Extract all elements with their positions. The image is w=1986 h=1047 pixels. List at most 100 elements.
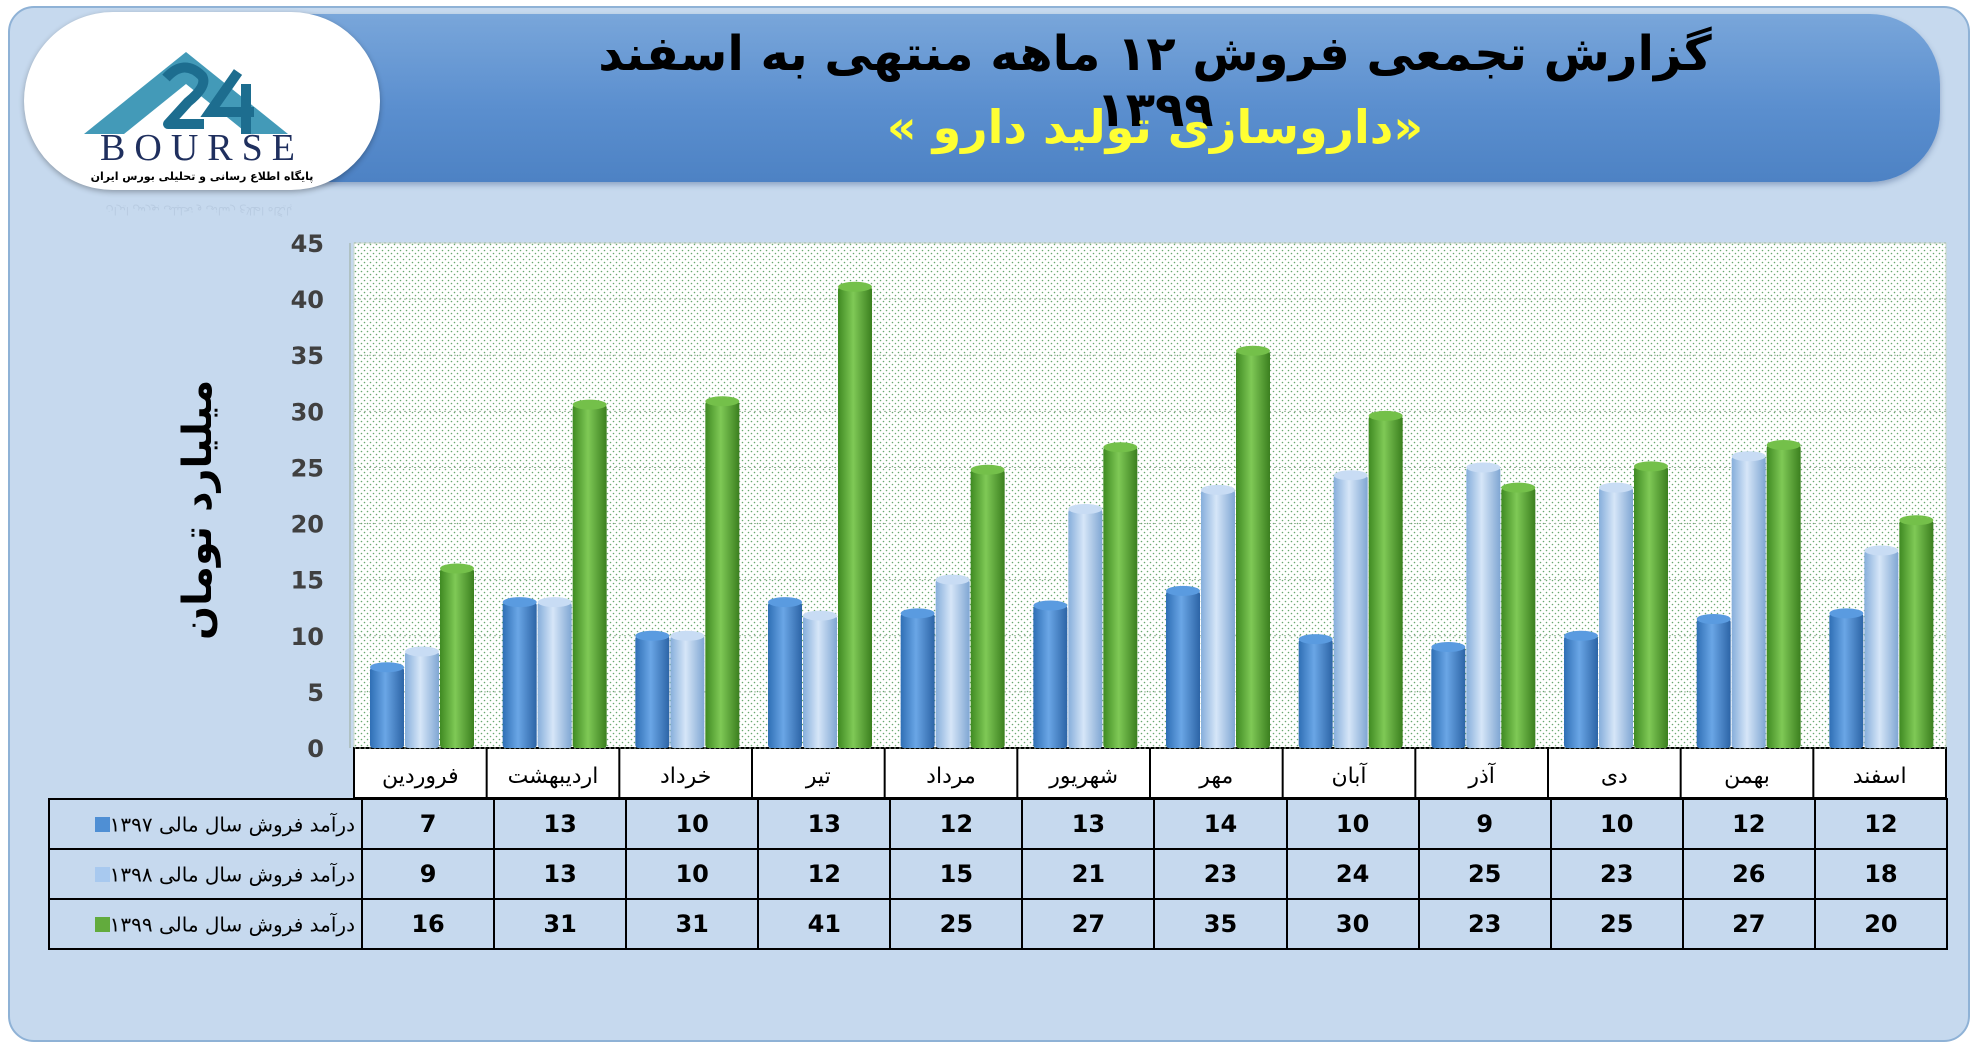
table-cell: 13: [1021, 798, 1156, 850]
series-name: درآمد فروش سال مالی ۱۳۹۹: [109, 912, 355, 937]
x-tick-label: مرداد: [926, 764, 976, 789]
bar: [803, 615, 837, 748]
series-legend-cell: درآمد فروش سال مالی ۱۳۹۹: [48, 898, 363, 950]
x-tick-label: بهمن: [1724, 764, 1770, 789]
x-tick-label: خرداد: [660, 764, 711, 789]
table-cell: 30: [1285, 898, 1420, 950]
bar-cap: [1201, 484, 1235, 495]
table-cell: 12: [1681, 798, 1816, 850]
bar-cap: [502, 597, 537, 608]
bar-cap: [1599, 482, 1633, 493]
bar-cap: [838, 281, 872, 292]
table-cell: 18: [1813, 848, 1949, 900]
bar: [1033, 605, 1068, 748]
bar-cap: [1864, 545, 1899, 556]
y-tick-label: 40: [291, 286, 324, 314]
y-tick-label: 0: [307, 735, 324, 763]
bar: [1466, 467, 1501, 748]
table-cell: 41: [757, 898, 892, 950]
chart-subtitle: «داروسازی تولید دارو »: [886, 100, 1424, 154]
table-cell: 23: [1153, 848, 1288, 900]
series-legend-cell: درآمد فروش سال مالی ۱۳۹۷: [48, 798, 363, 850]
chart-title: گزارش تجمعی فروش ۱۲ ماهه منتهی به اسفند …: [598, 26, 1712, 138]
bar: [935, 579, 970, 748]
bar: [1333, 475, 1368, 748]
bar: [405, 651, 439, 748]
bar: [1068, 508, 1103, 748]
bar: [440, 568, 474, 748]
bar-cap: [670, 630, 705, 641]
table-cell: 12: [889, 798, 1024, 850]
y-tick-label: 30: [291, 398, 324, 426]
series-name: درآمد فروش سال مالی ۱۳۹۸: [109, 862, 355, 887]
bar-cap: [1899, 515, 1934, 526]
bar-cap: [970, 464, 1005, 475]
bar-cap: [1236, 345, 1270, 356]
bar-cap: [1696, 613, 1731, 624]
bar-cap: [1333, 470, 1368, 481]
y-tick-label: 5: [307, 679, 324, 707]
table-cell: 10: [625, 848, 760, 900]
x-tick-label: دی: [1601, 764, 1628, 789]
y-tick-label: 20: [291, 511, 324, 539]
table-cell: 25: [889, 898, 1024, 950]
bar: [900, 613, 935, 748]
bar-cap: [935, 574, 970, 585]
bar: [838, 286, 872, 748]
bourse24-logo: BOURSE پایگاه اطلاع رسانی و تحلیلی بورس …: [24, 12, 380, 190]
table-row: درآمد فروش سال مالی ۱۳۹۸ 9 13 10 12 15 21 23 24 2…: [48, 848, 1949, 900]
bar-cap: [440, 563, 474, 574]
x-tick-label: آذر: [1467, 762, 1495, 789]
table-cell: 21: [1021, 848, 1156, 900]
y-axis-ticks: 0 5 10 15 20 25 30 35 40 45: [291, 230, 351, 763]
bar: [1368, 415, 1403, 748]
bar: [502, 602, 537, 748]
table-cell: 12: [757, 848, 892, 900]
bar: [1201, 489, 1235, 748]
bar-cap: [1634, 461, 1668, 472]
bar-cap: [705, 396, 740, 407]
table-row: درآمد فروش سال مالی ۱۳۹۷ 7 13 10 13 12 13 14 10 9…: [48, 798, 1949, 850]
y-tick-label: 15: [291, 567, 324, 595]
bar: [1696, 618, 1731, 748]
table-cell: 7: [360, 798, 496, 850]
bar-cap: [1466, 462, 1501, 473]
y-tick-label: 45: [291, 230, 324, 258]
bar: [1599, 487, 1633, 748]
bar-cap: [768, 597, 802, 608]
bar: [1829, 613, 1864, 748]
legend-swatch: [94, 817, 110, 833]
table-cell: 10: [1285, 798, 1420, 850]
bar-cap: [1731, 451, 1766, 462]
table-cell: 13: [493, 848, 628, 900]
data-table: درآمد فروش سال مالی ۱۳۹۷ 7 13 10 13 12 13 14 10 9…: [48, 798, 1949, 950]
bar: [1731, 456, 1766, 748]
bar-cap: [1431, 642, 1466, 652]
table-cell: 31: [625, 898, 760, 950]
table-cell: 26: [1681, 848, 1816, 900]
bar-cap: [1103, 442, 1138, 453]
bar: [1864, 550, 1899, 748]
bar: [572, 404, 607, 748]
legend-swatch: [94, 917, 110, 933]
table-cell: 13: [757, 798, 892, 850]
bar: [1236, 350, 1270, 748]
bar: [970, 469, 1005, 748]
bar-cap: [635, 630, 670, 641]
bar-cap: [572, 399, 607, 410]
bar: [370, 667, 404, 748]
bar: [705, 401, 740, 748]
table-row: درآمد فروش سال مالی ۱۳۹۹ 16 31 31 41 25 27 35 30…: [48, 898, 1949, 950]
bar: [1899, 520, 1934, 748]
bar-cap: [1033, 600, 1068, 611]
table-cell: 15: [889, 848, 1024, 900]
gridlines: [354, 242, 1946, 749]
table-cell: 27: [1681, 898, 1816, 950]
table-cell: 14: [1153, 798, 1288, 850]
title-banner: [150, 14, 1940, 182]
bar: [1634, 466, 1668, 748]
logo-bourse-text: BOURSE: [100, 127, 304, 169]
table-cell: 10: [1549, 798, 1684, 850]
x-tick-label: فروردین: [382, 764, 459, 789]
bar: [1564, 635, 1598, 748]
